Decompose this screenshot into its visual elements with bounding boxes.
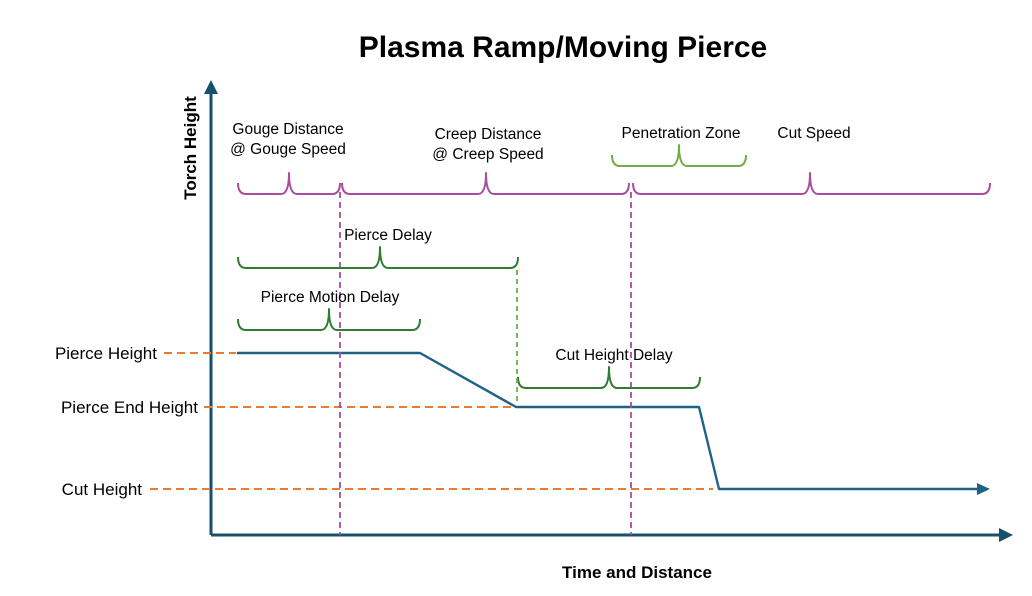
cut-height-label: Cut Height	[62, 480, 143, 499]
penetration-zone-brace	[611, 144, 747, 167]
pierce-delay-brace	[237, 246, 519, 269]
cut-height-delay-brace	[517, 366, 701, 389]
creep-distance-label-line2: @ Creep Speed	[432, 146, 543, 163]
creep-distance-brace	[341, 172, 630, 195]
x-axis-arrow-icon	[999, 528, 1013, 542]
gouge-distance-label-line1: Gouge Distance	[232, 121, 343, 138]
pierce-motion-delay-brace	[237, 308, 421, 331]
pierce-delay-label: Pierce Delay	[344, 227, 432, 244]
penetration-zone-label: Penetration Zone	[622, 125, 741, 142]
page-title: Plasma Ramp/Moving Pierce	[359, 31, 768, 64]
pierce-end-height-label: Pierce End Height	[61, 398, 198, 417]
y-axis-label: Torch Height	[181, 96, 200, 200]
creep-distance-label-line1: Creep Distance	[435, 126, 542, 143]
cut-speed-brace	[632, 172, 991, 195]
gouge-distance-brace	[237, 172, 341, 195]
pierce-height-label: Pierce Height	[55, 344, 157, 363]
x-axis-label: Time and Distance	[562, 563, 712, 582]
gouge-distance-label-line2: @ Gouge Speed	[230, 141, 346, 158]
cut-height-delay-label: Cut Height Delay	[555, 347, 672, 364]
torch-height-curve	[237, 351, 979, 491]
y-axis-arrow-icon	[204, 80, 218, 94]
pierce-motion-delay-label: Pierce Motion Delay	[261, 289, 400, 306]
curve-arrow-icon	[977, 483, 990, 495]
cut-speed-label: Cut Speed	[777, 125, 850, 142]
